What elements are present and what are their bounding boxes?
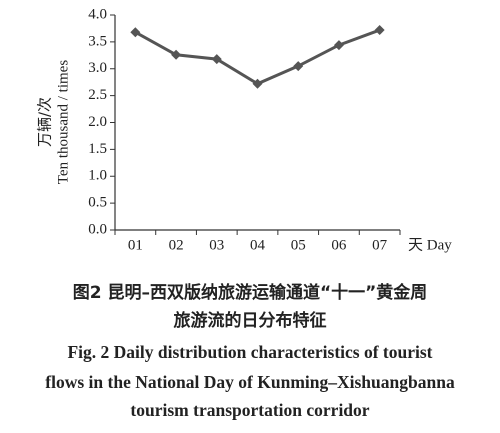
y-tick-label: 0.0 (88, 221, 107, 237)
y-tick-label: 2.5 (88, 87, 107, 103)
x-tick-label: 03 (209, 237, 224, 253)
caption: Fig. 2 Daily distribution characteristic… (67, 342, 432, 362)
caption: tourism transportation corridor (130, 400, 369, 420)
data-point (252, 78, 263, 89)
y-axis-label: 万辆/次 (36, 97, 54, 147)
data-point (374, 25, 385, 36)
caption: 旅游流的日分布特征 (174, 310, 327, 331)
data-point (211, 54, 222, 65)
data-point (333, 40, 344, 51)
x-tick-label: 04 (250, 237, 266, 253)
y-tick-label: 3.0 (88, 60, 107, 76)
y-tick-label: 4.0 (88, 6, 107, 22)
x-tick-label: 06 (331, 237, 347, 253)
data-point (293, 61, 304, 72)
y-tick-label: 2.0 (88, 114, 107, 130)
y-tick-label: 3.5 (88, 33, 107, 49)
caption: 图2 昆明–西双版纳旅游运输通道“十一”黄金周 (73, 282, 428, 303)
y-tick-label: 0.5 (88, 195, 107, 211)
caption: flows in the National Day of Kunming–Xis… (45, 372, 455, 392)
x-axis-label: 天 Day (408, 237, 452, 253)
x-tick-label: 02 (169, 237, 184, 253)
y-axis-label: Ten thousand / times (55, 60, 71, 185)
data-line (134, 28, 381, 86)
data-point (130, 27, 141, 38)
x-tick-label: 01 (128, 237, 143, 253)
data-point (171, 49, 182, 60)
x-tick-label: 07 (372, 237, 388, 253)
x-tick-label: 05 (291, 237, 306, 253)
y-tick-label: 1.0 (88, 168, 107, 184)
y-tick-label: 1.5 (88, 141, 107, 157)
